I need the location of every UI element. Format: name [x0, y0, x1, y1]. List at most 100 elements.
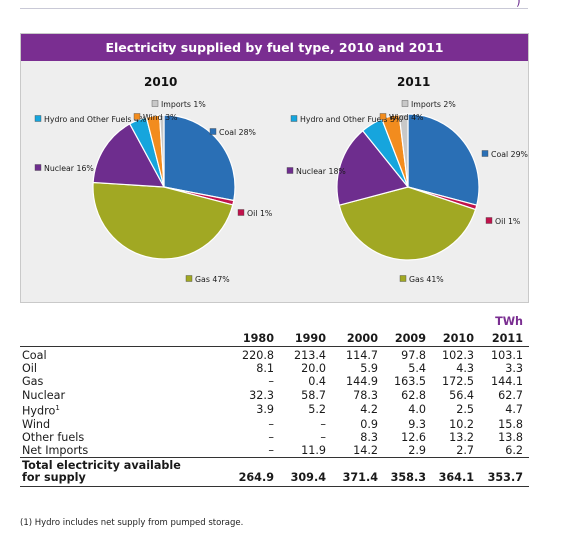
row-label-text: Hydro: [22, 404, 56, 418]
table-cell: 2.9: [408, 444, 426, 458]
legend-swatch: [237, 209, 245, 216]
pie-slice-nuclear: [336, 129, 410, 206]
table-cell: 3.9: [256, 403, 274, 417]
table-row: Coal 220.8 213.4 114.7 97.8 102.3 103.1: [20, 347, 529, 363]
table-row: Gas – 0.4 144.9 163.5 172.5 144.1: [20, 375, 529, 388]
table-cell: 97.8: [401, 349, 426, 362]
legend-swatch: [290, 115, 298, 122]
footnote-marker: 1: [55, 403, 60, 412]
table-cell: 172.5: [441, 375, 474, 389]
table-cell: 358.3: [384, 457, 432, 488]
table-total-row: Total electricity available for supply 2…: [20, 457, 529, 488]
legend-swatch: [34, 164, 42, 171]
column-header: 2009: [384, 331, 432, 347]
table-cell: 11.9: [301, 444, 326, 458]
slice-label: Gas 47%: [195, 275, 230, 284]
pie-slice-coal: [407, 113, 480, 206]
row-label: Wind: [20, 418, 218, 431]
table-cell: –: [320, 430, 326, 444]
table-row: Net Imports – 11.9 14.2 2.9 2.7 6.2: [20, 444, 529, 458]
table-body: Coal 220.8 213.4 114.7 97.8 102.3 103.1 Oil 8.1 2…: [20, 347, 529, 458]
slice-label: Oil 1%: [495, 217, 520, 226]
row-label-text: Oil: [22, 362, 38, 376]
table-cell: 0.4: [308, 375, 326, 389]
pie-slice-nuclear: [92, 123, 166, 188]
pie-title-2011: 2011: [397, 75, 431, 89]
table-cell: 8.3: [360, 430, 378, 444]
table-cell: 309.4: [280, 457, 332, 488]
table-cell: 264.9: [218, 457, 280, 488]
table-cell: –: [320, 417, 326, 431]
row-label: Other fuels: [20, 431, 218, 444]
slice-label: Nuclear 16%: [44, 164, 94, 173]
table-cell: 144.9: [345, 375, 378, 389]
table-cell: 102.3: [441, 349, 474, 362]
table-cell: 13.8: [498, 430, 523, 444]
table-cell: 144.1: [490, 375, 523, 389]
table-cell: 78.3: [353, 388, 378, 402]
table-cell: 364.1: [432, 457, 480, 488]
legend-swatch: [401, 100, 409, 107]
table-cell: 15.8: [498, 417, 523, 431]
table-cell: 14.2: [353, 444, 378, 458]
legend-swatch: [481, 150, 489, 157]
slice-label: Imports 2%: [411, 100, 456, 109]
table-cell: 8.1: [256, 362, 274, 376]
table-row: Wind – – 0.9 9.3 10.2 15.8: [20, 418, 529, 431]
chart-panel-title: Electricity supplied by fuel type, 2010 …: [21, 34, 528, 61]
table-cell: 56.4: [449, 388, 474, 402]
slice-label: Coal 29%: [491, 150, 528, 159]
legend-swatch: [34, 115, 42, 122]
pie-2010: [92, 114, 236, 260]
pie-slice-gas: [92, 181, 234, 260]
table-row: Hydro1 3.9 5.2 4.2 4.0 2.5 4.7: [20, 402, 529, 418]
table-cell: 13.2: [449, 430, 474, 444]
row-label: Nuclear: [20, 389, 218, 402]
slice-label: Gas 41%: [409, 275, 444, 284]
slice-label: Wind 4%: [389, 113, 423, 122]
legend-swatch: [209, 128, 217, 135]
table-cell: 32.3: [249, 388, 274, 402]
table-cell: 58.7: [301, 388, 326, 402]
table-cell: 10.2: [449, 417, 474, 431]
slice-label: Wind 3%: [143, 113, 177, 122]
pie-2011: [336, 113, 480, 261]
table-cell: 6.2: [505, 444, 523, 458]
row-label-text: Coal: [22, 349, 47, 362]
column-header: 1990: [280, 331, 332, 347]
table-cell: 220.8: [241, 349, 274, 362]
row-label-text: Other fuels: [22, 430, 85, 444]
total-label-line1: Total electricity available: [22, 459, 181, 473]
table-cell: 0.9: [360, 417, 378, 431]
row-label: Coal: [20, 347, 218, 363]
row-label: Gas: [20, 375, 218, 388]
row-label-text: Gas: [22, 375, 44, 389]
pie-2010-labels: Coal 28% Oil 1% Gas 47% Nuclear 16% Hydro an…: [34, 100, 272, 284]
slice-label: Imports 1%: [161, 100, 206, 109]
legend-swatch: [151, 100, 159, 107]
table-cell: 4.0: [408, 403, 426, 417]
slice-label: Nuclear 18%: [296, 167, 346, 176]
table-cell: 103.1: [490, 349, 523, 362]
slice-label: Hydro and Other Fuels 4%: [44, 115, 146, 124]
column-header: 2010: [432, 331, 480, 347]
legend-swatch: [286, 167, 294, 174]
unit-label: TWh: [495, 315, 523, 329]
table-cell: 213.4: [293, 349, 326, 362]
table-cell: 62.8: [401, 388, 426, 402]
total-label: Total electricity available for supply: [20, 457, 218, 488]
row-label: Net Imports: [20, 444, 218, 458]
slice-label: Coal 28%: [219, 128, 256, 137]
table-cell: 353.7: [480, 457, 529, 488]
table-cell: 163.5: [393, 375, 426, 389]
table-cell: 2.7: [456, 444, 474, 458]
table-footnote: (1) Hydro includes net supply from pumpe…: [20, 518, 244, 528]
column-header: 1980: [218, 331, 280, 347]
top-divider: [20, 8, 528, 9]
pie-chart-panel: Electricity supplied by fuel type, 2010 …: [20, 33, 529, 303]
pie-slice-imports: [158, 114, 165, 188]
table-cell: 4.3: [456, 362, 474, 376]
table-cell: 5.4: [408, 362, 426, 376]
row-label: Oil: [20, 362, 218, 375]
legend-swatch: [379, 113, 387, 120]
